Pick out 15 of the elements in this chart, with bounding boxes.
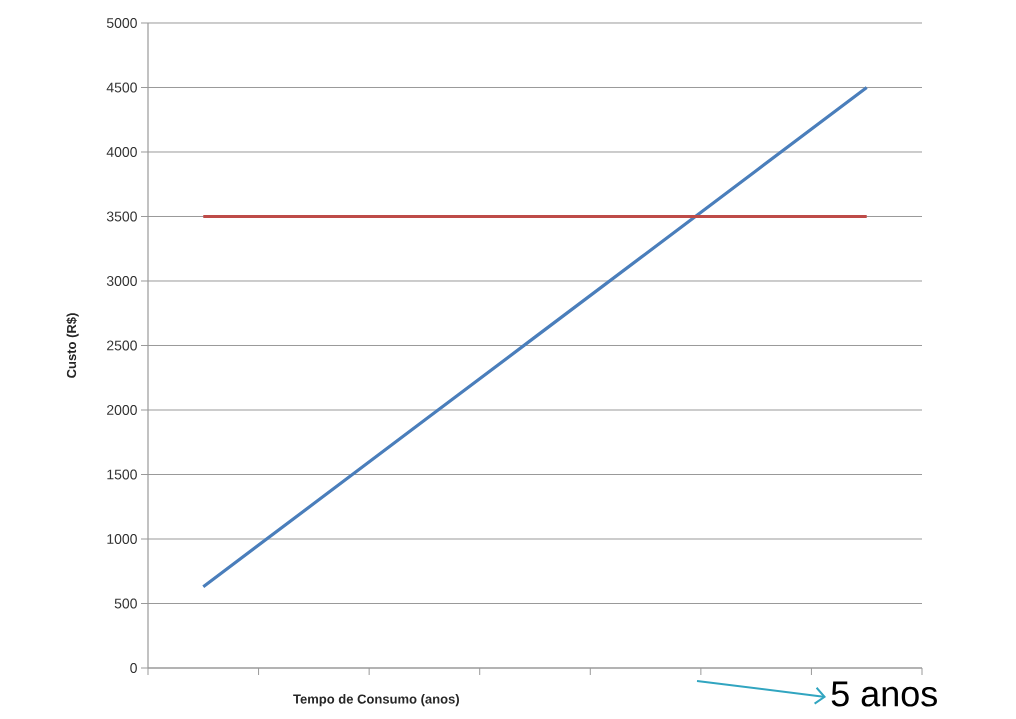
y-tick-label: 2500	[107, 340, 137, 351]
y-tick-label: 5000	[106, 18, 137, 28]
y-tick-label: 3000	[106, 276, 137, 286]
text: 5 anos	[831, 681, 937, 707]
y-tick-label: 0	[130, 663, 137, 673]
line-series	[201, 85, 869, 589]
y-tick-label: 3500	[106, 211, 137, 222]
y-tick-label: 1000	[107, 534, 137, 544]
y-tick-label: 4500	[106, 82, 137, 93]
y-tick-label: 4000	[106, 147, 137, 157]
y-axis-title: Custo (R$)	[66, 313, 79, 378]
x-axis-title: Tempo de Consumo (anos)	[293, 694, 459, 707]
y-tick-label: 1500	[107, 469, 137, 480]
y-tick-label: 2000	[107, 405, 137, 415]
y-tick-label: 500	[114, 598, 137, 609]
